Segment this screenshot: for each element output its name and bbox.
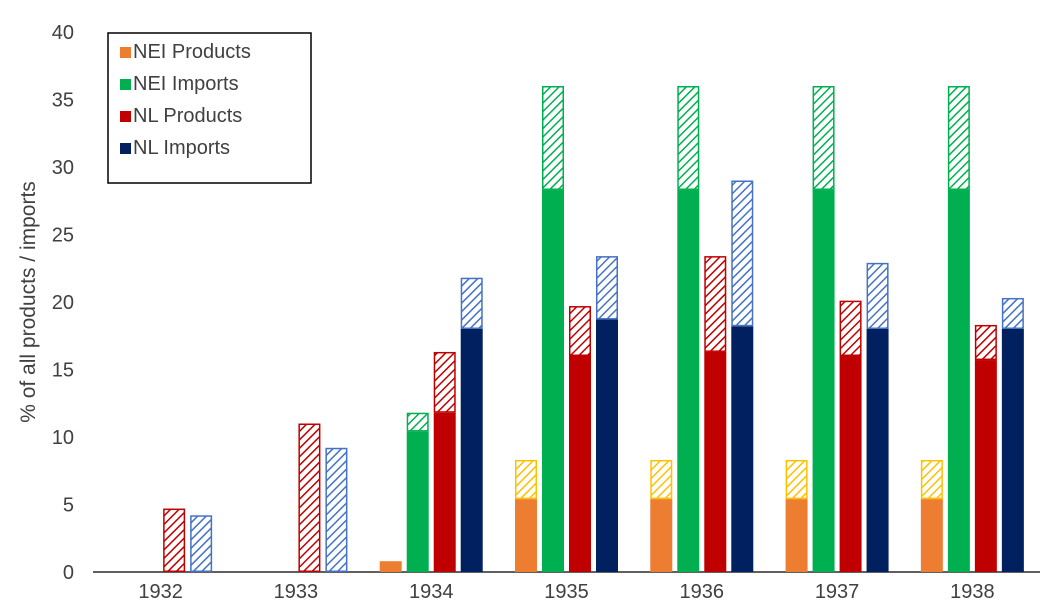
bar-solid bbox=[839, 356, 862, 572]
y-tick-label: 5 bbox=[63, 495, 74, 517]
bar-hatched bbox=[974, 324, 997, 361]
y-tick-label: 40 bbox=[52, 22, 74, 44]
legend: NEI Products NEI Imports NL Products NL Imp… bbox=[107, 32, 312, 184]
bar-solid bbox=[542, 189, 564, 572]
bar-hatched bbox=[298, 423, 321, 572]
bar-hatched bbox=[839, 300, 862, 356]
bar-hatched bbox=[677, 86, 700, 190]
legend-label: NL Products bbox=[133, 105, 242, 127]
x-tick-label: 1937 bbox=[815, 581, 860, 603]
x-tick-label: 1936 bbox=[680, 581, 725, 603]
x-tick-label: 1933 bbox=[274, 581, 319, 603]
x-axis: 1932 1933 1934 1935 1936 1937 1938 bbox=[93, 571, 1040, 603]
legend-swatch bbox=[120, 111, 131, 122]
y-axis: 0 5 10 15 20 25 30 35 40 bbox=[52, 22, 74, 584]
bar-solid bbox=[974, 360, 997, 572]
bar-solid bbox=[1001, 329, 1024, 572]
bar-hatched bbox=[947, 86, 970, 190]
bar-solid bbox=[947, 189, 970, 572]
bar-hatched bbox=[650, 459, 673, 500]
bar-hatched bbox=[542, 86, 564, 190]
y-tick-label: 0 bbox=[63, 562, 74, 584]
bar-hatched bbox=[1001, 297, 1024, 330]
bar-solid bbox=[379, 561, 402, 572]
y-tick-label: 25 bbox=[52, 225, 74, 247]
x-tick-label: 1935 bbox=[544, 581, 589, 603]
bar-solid bbox=[812, 189, 835, 572]
legend-swatch bbox=[120, 47, 131, 58]
y-tick-label: 10 bbox=[52, 427, 74, 449]
legend-label: NEI Products bbox=[133, 41, 251, 63]
bar-solid bbox=[785, 499, 808, 572]
bar-hatched bbox=[190, 515, 213, 572]
bar-solid bbox=[596, 319, 618, 572]
bar-hatched bbox=[325, 447, 348, 572]
bar-solid bbox=[650, 499, 673, 572]
bar-hatched bbox=[515, 459, 537, 500]
bar-hatched bbox=[731, 180, 754, 327]
legend-swatch bbox=[120, 143, 131, 154]
legend-box bbox=[107, 32, 312, 184]
bar-hatched bbox=[433, 351, 456, 413]
x-tick-label: 1934 bbox=[409, 581, 454, 603]
bar-solid bbox=[569, 356, 591, 572]
bar-solid bbox=[460, 329, 483, 572]
y-tick-label: 15 bbox=[52, 360, 74, 382]
bar-solid bbox=[704, 351, 727, 572]
y-tick-label: 30 bbox=[52, 157, 74, 179]
bar-hatched bbox=[569, 306, 591, 356]
y-axis-title: % of all products / imports bbox=[17, 181, 40, 423]
bar-hatched bbox=[596, 256, 618, 320]
bar-solid bbox=[866, 329, 889, 572]
bar-solid bbox=[433, 412, 456, 572]
bar-hatched bbox=[460, 277, 483, 330]
y-tick-label: 35 bbox=[52, 90, 74, 112]
bar-hatched bbox=[866, 262, 889, 330]
x-tick-label: 1932 bbox=[138, 581, 183, 603]
y-tick-label: 20 bbox=[52, 292, 74, 314]
bar-solid bbox=[920, 499, 943, 572]
bar-hatched bbox=[785, 459, 808, 500]
legend-swatch bbox=[120, 79, 131, 90]
bar-solid bbox=[515, 499, 537, 572]
bar-hatched bbox=[163, 508, 186, 572]
bar-hatched bbox=[920, 459, 943, 500]
bar-solid bbox=[731, 326, 754, 572]
bars bbox=[163, 86, 1024, 572]
legend-label: NEI Imports bbox=[133, 73, 239, 95]
bar-hatched bbox=[704, 256, 727, 352]
bar-solid bbox=[677, 189, 700, 572]
bar-hatched bbox=[406, 412, 429, 432]
legend-label: NL Imports bbox=[133, 137, 230, 159]
x-tick-label: 1938 bbox=[950, 581, 995, 603]
bar-solid bbox=[406, 431, 429, 572]
bar-hatched bbox=[812, 86, 835, 190]
